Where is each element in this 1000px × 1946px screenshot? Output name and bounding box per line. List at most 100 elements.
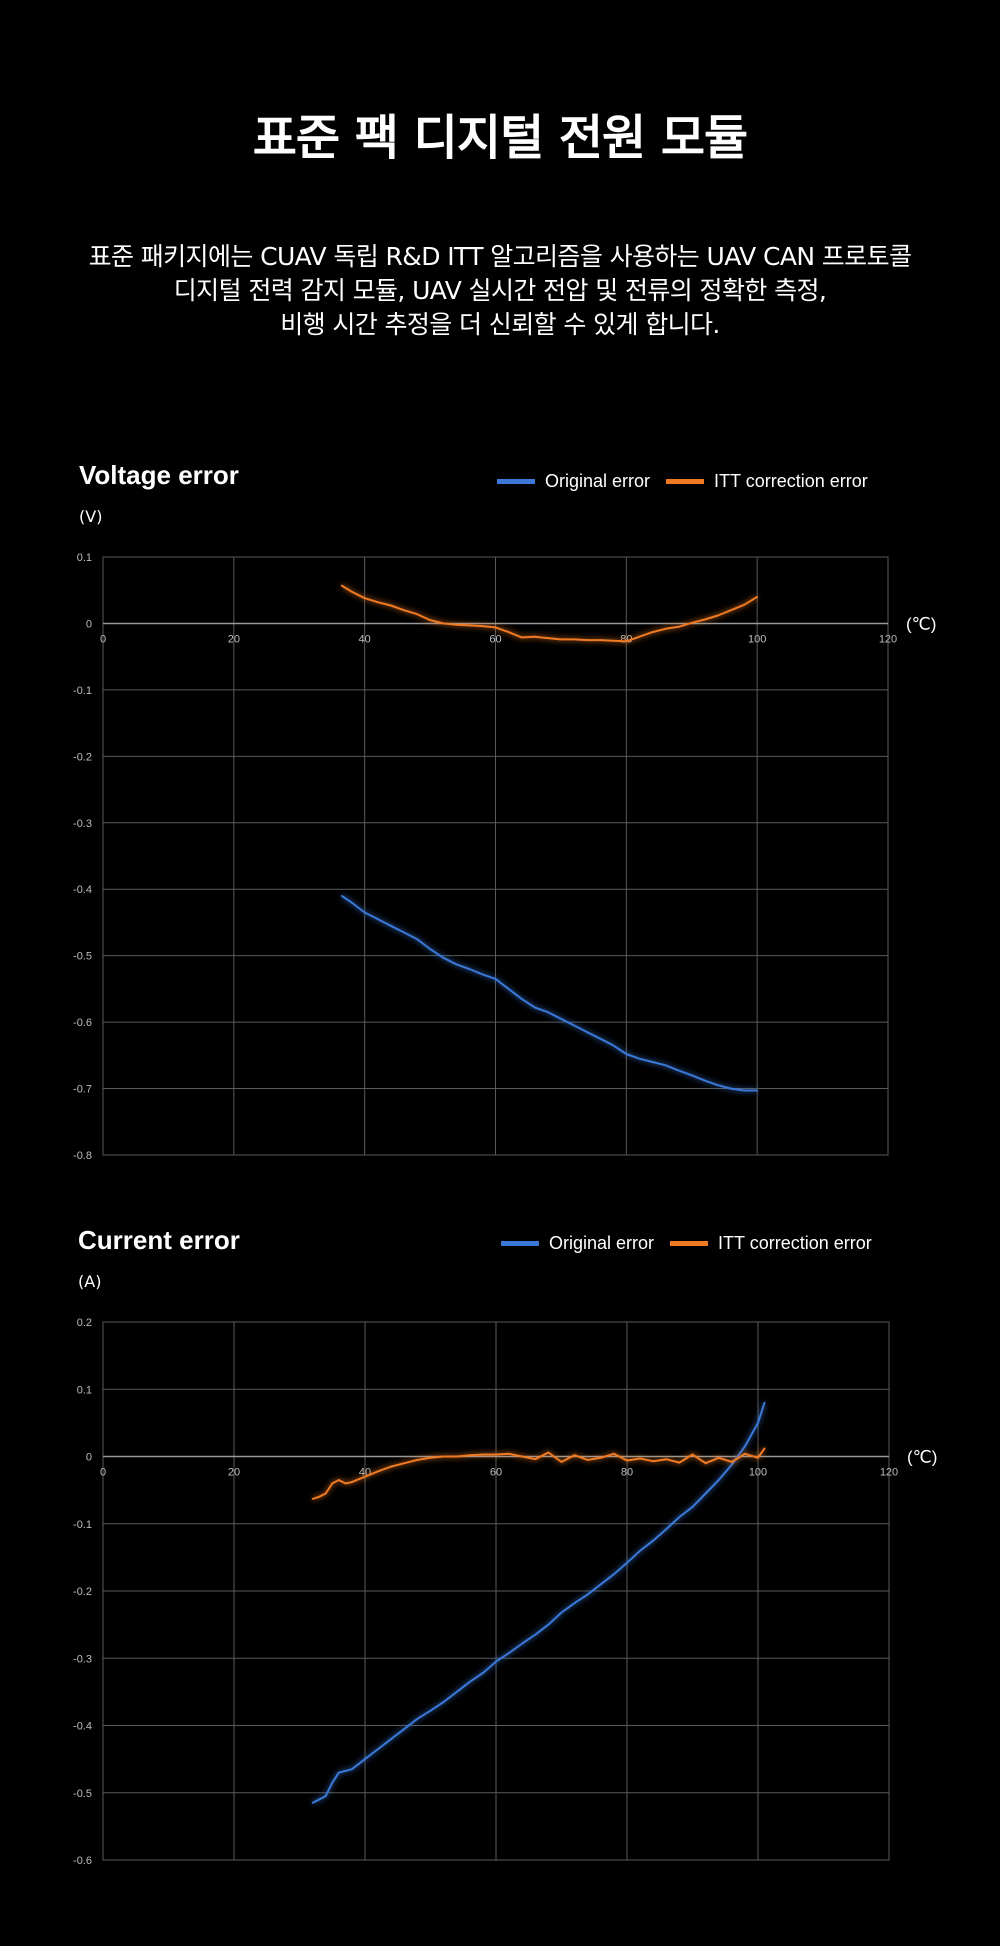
data-point-original <box>612 1044 615 1047</box>
data-point-original <box>482 1672 484 1674</box>
x-tick-label: 100 <box>749 1467 767 1479</box>
legend-label-original: Original error <box>549 1233 655 1253</box>
legend-swatch-original <box>501 1241 539 1246</box>
data-point-itt <box>599 639 602 641</box>
data-point-original <box>350 901 353 904</box>
series-line-itt <box>341 584 758 643</box>
data-point-original <box>665 1528 668 1531</box>
data-point-itt <box>691 1453 694 1456</box>
data-point-itt <box>639 1457 641 1460</box>
y-tick-label: -0.5 <box>73 951 92 963</box>
data-point-original <box>560 1017 562 1020</box>
x-tick-label: 40 <box>359 633 371 645</box>
data-point-original <box>520 997 523 1000</box>
data-point-original <box>586 1031 588 1033</box>
data-point-itt <box>717 614 719 617</box>
data-point-itt <box>533 635 536 638</box>
data-point-itt <box>599 1456 602 1459</box>
data-point-original <box>377 1748 379 1750</box>
data-point-original <box>351 1768 353 1771</box>
y-tick-label: -0.6 <box>73 1017 92 1029</box>
x-unit-label: (℃) <box>907 1448 937 1467</box>
data-point-itt <box>625 640 628 643</box>
intro-line: 표준 패키지에는 CUAV 독립 R&D ITT 알고리즘을 사용하는 UAV … <box>88 242 912 271</box>
data-point-itt <box>573 638 575 641</box>
y-tick-label: -0.3 <box>73 818 92 830</box>
data-point-original <box>546 1011 549 1014</box>
y-tick-label: -0.4 <box>73 884 92 896</box>
intro-line: 비행 시간 추정을 더 신뢰할 수 있게 합니다. <box>280 310 720 339</box>
x-tick-label: 80 <box>620 633 632 645</box>
x-tick-label: 20 <box>228 1467 240 1479</box>
data-point-original <box>678 1516 681 1518</box>
x-tick-label: 0 <box>100 633 106 645</box>
data-point-original <box>521 1642 524 1645</box>
y-tick-label: -0.4 <box>73 1721 92 1733</box>
y-tick-label: -0.8 <box>73 1150 92 1162</box>
data-point-itt <box>429 1456 432 1459</box>
y-tick-label: 0.1 <box>77 1384 92 1396</box>
legend-swatch-itt <box>666 479 705 484</box>
y-tick-label: 0 <box>86 618 92 630</box>
current-error-chart: 0.20.10-0.1-0.2-0.3-0.4-0.5-0.60 20 40 60 80… <box>73 1317 937 1867</box>
data-point-itt <box>560 638 562 641</box>
data-point-original <box>664 1064 667 1067</box>
data-point-original <box>613 1573 615 1576</box>
data-point-itt <box>613 1452 615 1455</box>
y-tick-label: -0.5 <box>73 1788 92 1800</box>
data-point-itt <box>612 639 615 642</box>
data-point-itt <box>377 1470 379 1473</box>
legend-label-itt: ITT correction error <box>718 1233 872 1253</box>
data-point-original <box>468 1680 471 1683</box>
data-point-itt <box>494 626 497 629</box>
x-tick-label: 20 <box>228 633 240 645</box>
data-point-original <box>677 1069 680 1072</box>
data-point-original <box>599 1583 602 1586</box>
data-point-original <box>429 1709 432 1712</box>
data-point-original <box>324 1795 327 1798</box>
data-point-original <box>717 1479 720 1481</box>
data-point-itt <box>534 1458 537 1461</box>
data-point-itt <box>416 1458 419 1461</box>
data-point-original <box>455 1690 458 1693</box>
data-point-original <box>390 1738 393 1740</box>
data-point-original <box>717 1084 719 1087</box>
legend-item-original: Original error <box>497 471 650 492</box>
data-point-itt <box>351 1481 353 1483</box>
data-point-itt <box>331 1482 334 1485</box>
y-tick-label: -0.1 <box>73 1519 92 1531</box>
x-tick-label: 60 <box>490 1467 502 1479</box>
data-point-itt <box>521 1455 524 1458</box>
data-point-itt <box>757 1456 759 1459</box>
data-point-original <box>586 1593 589 1596</box>
data-point-original <box>363 911 366 914</box>
y-tick-label: 0.2 <box>77 1317 92 1329</box>
current-chart-title: Current error <box>78 1225 240 1255</box>
data-point-itt <box>468 624 471 627</box>
data-point-itt <box>677 625 680 628</box>
y-tick-label: 0 <box>86 1452 92 1464</box>
voltage-y-unit: (V) <box>79 507 103 526</box>
data-point-original <box>311 1801 314 1804</box>
data-point-itt <box>416 613 418 616</box>
legend-item-itt: ITT correction error <box>670 1233 872 1254</box>
data-point-original <box>763 1401 766 1404</box>
y-tick-label: -0.6 <box>73 1855 92 1867</box>
data-point-itt <box>690 621 693 624</box>
data-point-itt <box>507 631 510 633</box>
data-point-original <box>376 918 379 921</box>
data-point-original <box>744 1445 746 1448</box>
data-point-itt <box>546 637 549 639</box>
series-line-original <box>312 1402 766 1804</box>
y-tick-label: -0.2 <box>73 1586 92 1598</box>
data-point-itt <box>665 1458 668 1461</box>
data-point-original <box>626 1561 628 1564</box>
data-point-itt <box>318 1495 321 1498</box>
data-point-original <box>429 948 431 950</box>
data-point-itt <box>638 635 641 638</box>
data-point-itt <box>350 590 353 593</box>
x-tick-label: 80 <box>621 1467 633 1479</box>
data-point-original <box>690 1074 693 1077</box>
data-point-original <box>573 1602 576 1605</box>
y-tick-label: -0.1 <box>73 685 92 697</box>
